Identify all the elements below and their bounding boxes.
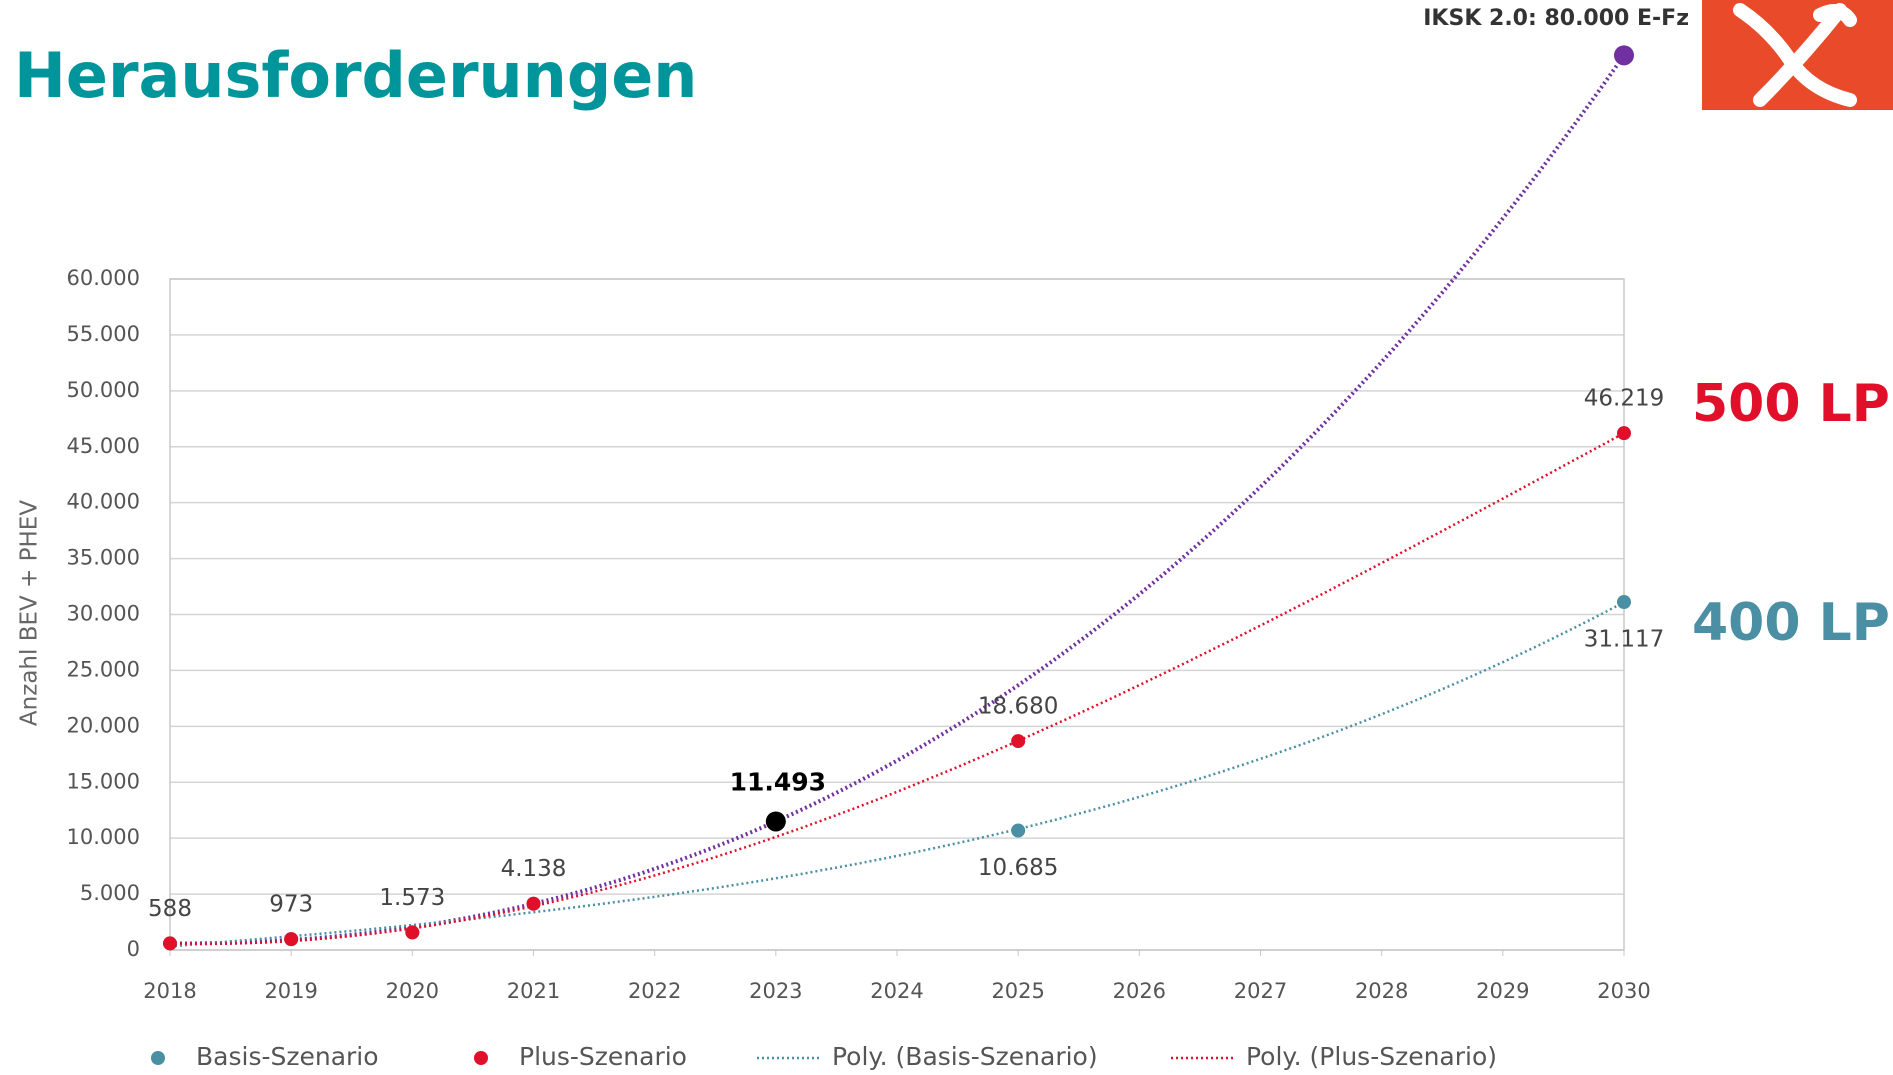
x-tick-label: 2025 bbox=[991, 979, 1044, 1003]
side-label: 500 LP bbox=[1692, 374, 1890, 434]
data-point bbox=[405, 925, 420, 940]
y-axis-label: Anzahl BEV + PHEV bbox=[17, 500, 43, 726]
legend-marker bbox=[151, 1051, 165, 1065]
data-point bbox=[1011, 734, 1026, 749]
x-tick-label: 2019 bbox=[264, 979, 317, 1003]
data-point bbox=[284, 932, 299, 947]
logo bbox=[1702, 0, 1893, 110]
trendline bbox=[169, 432, 1625, 945]
y-tick-label: 50.000 bbox=[67, 378, 140, 402]
y-tick-label: 0 bbox=[127, 937, 140, 961]
data-point bbox=[163, 936, 177, 951]
legend-label: Poly. (Basis-Szenario) bbox=[832, 1042, 1098, 1071]
iksk-trend bbox=[169, 54, 1626, 946]
x-tick-label: 2023 bbox=[749, 979, 802, 1003]
legend-label: Basis-Szenario bbox=[196, 1042, 379, 1071]
x-tick-label: 2026 bbox=[1113, 979, 1166, 1003]
logo-shape bbox=[1733, 3, 1857, 107]
data-label: 1.573 bbox=[379, 885, 445, 911]
legend-label: Poly. (Plus-Szenario) bbox=[1246, 1042, 1497, 1071]
annotation-point bbox=[1614, 45, 1634, 66]
legend-marker bbox=[474, 1051, 488, 1065]
data-point bbox=[1617, 426, 1631, 441]
y-tick-label: 45.000 bbox=[67, 434, 140, 458]
y-tick-label: 40.000 bbox=[67, 490, 140, 514]
y-tick-label: 15.000 bbox=[67, 769, 140, 793]
data-label: 4.138 bbox=[501, 856, 567, 882]
data-label: 973 bbox=[269, 892, 313, 918]
x-tick-label: 2027 bbox=[1234, 979, 1287, 1003]
annotation-point bbox=[765, 811, 786, 832]
y-tick-label: 55.000 bbox=[67, 322, 140, 346]
annotation-label: IKSK 2.0: 80.000 E-Fz bbox=[1423, 6, 1689, 31]
x-tick-label: 2021 bbox=[507, 979, 560, 1003]
data-label: 46.219 bbox=[1584, 386, 1664, 412]
y-tick-label: 25.000 bbox=[67, 657, 140, 681]
x-tick-label: 2030 bbox=[1597, 979, 1650, 1003]
y-tick-label: 10.000 bbox=[67, 825, 140, 849]
annotation-label: 11.493 bbox=[730, 767, 826, 796]
data-point bbox=[1617, 595, 1631, 610]
y-tick-label: 60.000 bbox=[67, 266, 140, 290]
x-tick-label: 2020 bbox=[386, 979, 439, 1003]
x-tick-label: 2024 bbox=[870, 979, 923, 1003]
data-label: 10.685 bbox=[978, 855, 1058, 881]
x-tick-label: 2018 bbox=[143, 979, 196, 1003]
y-tick-label: 20.000 bbox=[67, 713, 140, 737]
side-label: 400 LP bbox=[1692, 593, 1890, 653]
data-label: 588 bbox=[148, 896, 192, 922]
x-tick-label: 2029 bbox=[1476, 979, 1529, 1003]
y-tick-label: 5.000 bbox=[80, 881, 140, 905]
data-label: 18.680 bbox=[978, 694, 1058, 720]
data-point bbox=[526, 896, 541, 911]
y-tick-label: 35.000 bbox=[67, 546, 140, 570]
x-tick-label: 2028 bbox=[1355, 979, 1408, 1003]
y-tick-label: 30.000 bbox=[67, 602, 140, 626]
data-label: 31.117 bbox=[1584, 627, 1664, 653]
x-tick-label: 2022 bbox=[628, 979, 681, 1003]
legend-label: Plus-Szenario bbox=[519, 1042, 687, 1071]
data-point bbox=[1011, 823, 1026, 838]
page-title: Herausforderungen bbox=[14, 39, 697, 112]
